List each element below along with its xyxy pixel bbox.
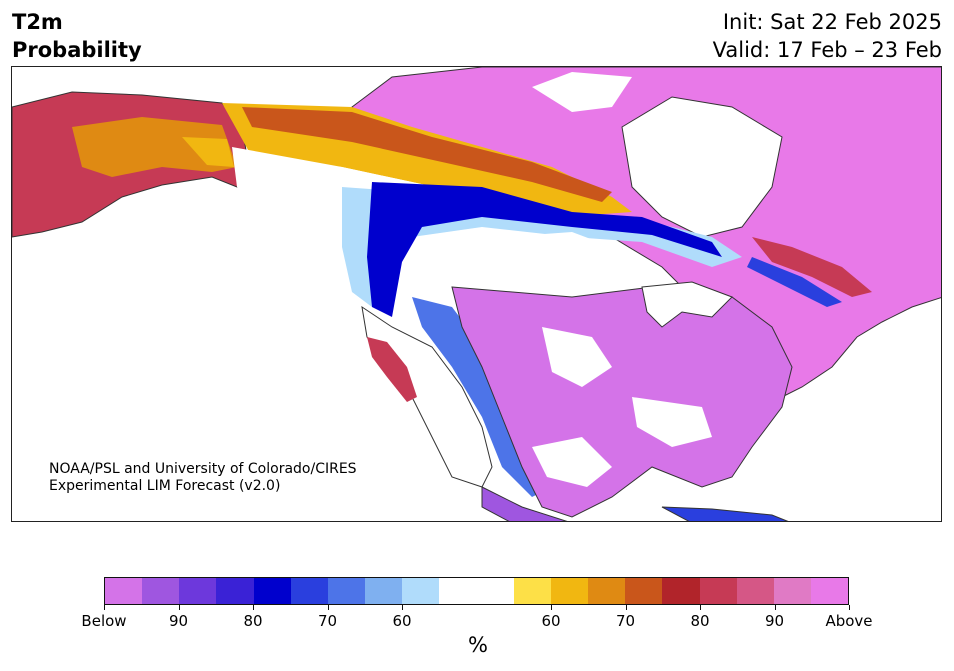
land-mexico (481, 486, 568, 521)
colorbar-tick-mark (402, 605, 403, 610)
colorbar-tick-label: 80 (690, 612, 710, 630)
colorbar-tick-mark (253, 605, 254, 610)
colorbar-tick-mark (104, 605, 105, 610)
colorbar-tick-mark (774, 605, 776, 610)
colorbar-segment (216, 578, 254, 604)
us-white-patch-4 (532, 437, 612, 487)
colorbar-segment (588, 578, 626, 604)
init-date: Init: Sat 22 Feb 2025 (722, 10, 942, 34)
colorbar-tick-mark (327, 605, 329, 610)
colorbar-tick-mark (700, 605, 701, 610)
colorbar-segment (253, 578, 291, 604)
land-usa (451, 286, 793, 518)
colorbar-unit: % (468, 633, 488, 657)
colorbar-tick-mark (849, 605, 850, 610)
colorbar-tick-label: 60 (541, 612, 561, 630)
colorbar-tick-label: 70 (317, 612, 338, 630)
colorbar (104, 577, 849, 605)
us-white-patch-1 (502, 232, 612, 272)
colorbar-segment (365, 578, 403, 604)
date-info: Init: Sat 22 Feb 2025 Valid: 17 Feb – 23… (713, 8, 942, 64)
colorbar-tick-label: 90 (168, 612, 189, 630)
colorbar-tick-label: 80 (243, 612, 263, 630)
arctic-islands-gap (532, 72, 632, 112)
labrador-band (752, 237, 872, 297)
colorbar-segment (327, 578, 366, 604)
colorbar-segment (625, 578, 663, 604)
colorbar-segment (142, 578, 180, 604)
credit-model: Experimental LIM Forecast (v2.0) (49, 478, 281, 494)
colorbar-tick-label: 90 (764, 612, 785, 630)
colorbar-tick-label: 70 (615, 612, 636, 630)
colorbar-segment (513, 578, 551, 604)
colorbar-segment (810, 578, 849, 604)
forecast-map (11, 66, 942, 522)
north-america-map (12, 67, 941, 521)
colorbar-tick-mark (551, 605, 552, 610)
us-white-patch-3 (632, 397, 712, 447)
colorbar-segment (179, 578, 217, 604)
colorbar-tick-label: 60 (392, 612, 412, 630)
colorbar-segment (736, 578, 774, 604)
colorbar-tick-label: Below (81, 612, 127, 630)
labrador-blue (747, 257, 842, 307)
great-lakes (641, 281, 733, 328)
colorbar-segment (550, 578, 589, 604)
us-white-patch-2 (542, 327, 612, 387)
colorbar-segment (439, 578, 477, 604)
credit: NOAA/PSL and University of Colorado/CIRE… (49, 461, 357, 495)
colorbar-segment (476, 578, 514, 604)
colorbar-segment (402, 578, 440, 604)
hudson-bay (621, 96, 783, 238)
colorbar-tick-mark (178, 605, 180, 610)
cold-band-deep (367, 182, 722, 317)
colorbar-segment (105, 578, 143, 604)
valid-range: Valid: 17 Feb – 23 Feb (712, 38, 942, 62)
cuba (661, 506, 789, 521)
title: T2m Probability (12, 8, 142, 64)
colorbar-tick-mark (625, 605, 627, 610)
canada-west-red (242, 107, 612, 202)
colorbar-segment (699, 578, 737, 604)
colorbar-segment (662, 578, 700, 604)
colorbar-segment (290, 578, 328, 604)
alaska-yellow (182, 137, 234, 167)
california-red (367, 337, 417, 402)
credit-org: NOAA/PSL and University of Colorado/CIRE… (49, 461, 357, 477)
title-metric: Probability (12, 38, 142, 62)
colorbar-segment (773, 578, 811, 604)
alaska-orange (72, 117, 237, 177)
colorbar-tick-label: Above (825, 612, 873, 630)
title-variable: T2m (12, 10, 63, 34)
